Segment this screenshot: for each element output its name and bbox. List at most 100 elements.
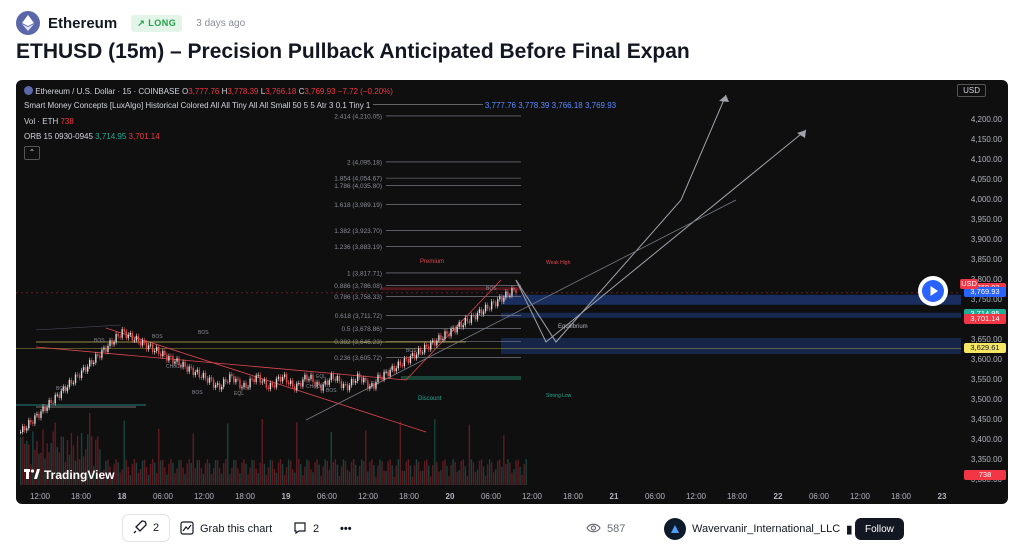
volume-bar [492, 472, 495, 485]
symbol-link[interactable]: Ethereum [48, 14, 118, 32]
author-block[interactable]: Wavervanir_International_LLC ▮ [664, 514, 852, 544]
volume-bar [466, 475, 468, 485]
volume-bar [70, 432, 73, 485]
candle-body [501, 296, 503, 302]
time-tick: 12:00 [685, 492, 707, 501]
candle-body [188, 366, 190, 372]
time-tick: 18:00 [234, 492, 256, 501]
volume-bar [369, 461, 371, 485]
time-tick: 20 [445, 492, 455, 501]
volume-bar [127, 466, 129, 485]
chart-panel[interactable]: 2.414 (4,210.05) 2 (4,095.18) 1.854 (4,054… [16, 80, 1008, 504]
volume-bar [338, 475, 341, 485]
time-axis[interactable]: 12:00 18:00 18 06:00 12:00 18:00 19 06:00 12:00 1… [16, 488, 961, 504]
candle-body [70, 380, 73, 384]
time-tick: 18:00 [398, 492, 420, 501]
time-tick: 12:00 [357, 492, 379, 501]
candle-body [34, 415, 36, 424]
candle-body [216, 383, 219, 385]
volume-bar [456, 471, 458, 485]
structure-label: BOS [192, 390, 203, 396]
candle-body [310, 374, 312, 379]
avatar[interactable] [664, 518, 686, 540]
currency-selector[interactable]: USD [957, 84, 986, 97]
play-button[interactable] [918, 276, 948, 306]
volume-bar [326, 460, 328, 485]
volume-bar [214, 460, 217, 485]
candle-body [241, 387, 243, 389]
follow-button[interactable]: Follow [855, 518, 904, 540]
price-tick: 3,400.00 [970, 435, 1002, 444]
tradingview-logo[interactable]: TradingView [24, 468, 114, 482]
candle-body [472, 315, 475, 317]
candle-body [507, 291, 509, 297]
structure-label: BOS [198, 330, 209, 336]
candle-body [482, 311, 485, 315]
volume-bar [229, 474, 231, 485]
candle-body [164, 350, 166, 355]
volume-bar [511, 472, 513, 485]
smc-legend-text[interactable]: Smart Money Concepts [LuxAlgo] Historica… [24, 101, 371, 110]
candle-body [54, 394, 56, 404]
candle-body [462, 325, 464, 328]
candle-body [350, 378, 353, 386]
collapse-legend-button[interactable]: ⌃ [24, 146, 40, 160]
volume-bar [164, 467, 166, 485]
candle-body [373, 383, 375, 389]
grab-chart-label: Grab this chart [200, 523, 273, 535]
candle-body [387, 371, 389, 377]
price-scale[interactable]: 4,200.00 4,150.00 4,100.00 4,050.00 4,000.00… [960, 80, 1008, 504]
legend-smc: Smart Money Concepts [LuxAlgo] Historica… [24, 101, 616, 110]
publish-time: 3 days ago [196, 17, 246, 29]
volume-bar [389, 459, 391, 485]
volume-bar [68, 454, 71, 485]
boost-count: 2 [153, 522, 160, 534]
more-options-icon[interactable]: ••• [340, 523, 352, 535]
candle-body [48, 400, 50, 408]
candle-body [72, 383, 75, 385]
candle-body [82, 367, 85, 371]
volume-bar [139, 469, 142, 485]
volume-bar [135, 462, 138, 485]
volume-bar [158, 428, 160, 485]
volume-bar [523, 463, 525, 485]
grab-chart-button[interactable]: Grab this chart [180, 514, 272, 544]
volume-bar [82, 456, 85, 485]
candle-body [336, 375, 339, 381]
volume-bar [206, 459, 209, 485]
volume-bar [294, 472, 296, 485]
volume-bar [174, 473, 176, 485]
fib-level-label: 0.786 (3,758.33) [334, 294, 382, 301]
candle-body [97, 354, 99, 356]
candle-body [324, 380, 326, 385]
time-tick: 06:00 [316, 492, 338, 501]
volume-bar [503, 435, 505, 485]
volume-bar [204, 463, 207, 485]
author-name[interactable]: Wavervanir_International_LLC [692, 523, 841, 535]
vol-legend-text[interactable]: Vol · ETH [24, 117, 59, 126]
projection-arrowhead [719, 95, 729, 102]
candle-body [440, 335, 442, 341]
volume-bar [182, 467, 184, 485]
boost-button[interactable]: 2 [122, 514, 171, 542]
chart-canvas[interactable]: 2.414 (4,210.05) 2 (4,095.18) 1.854 (4,054… [16, 80, 1008, 504]
volume-bar [411, 476, 414, 485]
volume-bar [129, 475, 132, 485]
volume-bar [24, 443, 26, 485]
volume-bar [245, 463, 247, 485]
volume-bar [145, 467, 148, 485]
volume-bar [281, 464, 284, 485]
comments-button[interactable]: 2 [293, 514, 319, 544]
orb-legend-text[interactable]: ORB 15 0930-0945 [24, 132, 93, 141]
legend-symbol[interactable]: Ethereum / U.S. Dollar · 15 · COINBASE [35, 87, 180, 96]
play-icon [922, 280, 944, 302]
candle-body [399, 361, 402, 366]
candle-body [168, 355, 170, 361]
candle-body [151, 344, 154, 353]
candle-body [74, 374, 77, 384]
candle-body [369, 386, 371, 389]
candle-body [38, 414, 40, 418]
ethereum-logo-icon[interactable] [16, 11, 40, 35]
time-tick: 06:00 [480, 492, 502, 501]
candle-body [231, 374, 233, 377]
